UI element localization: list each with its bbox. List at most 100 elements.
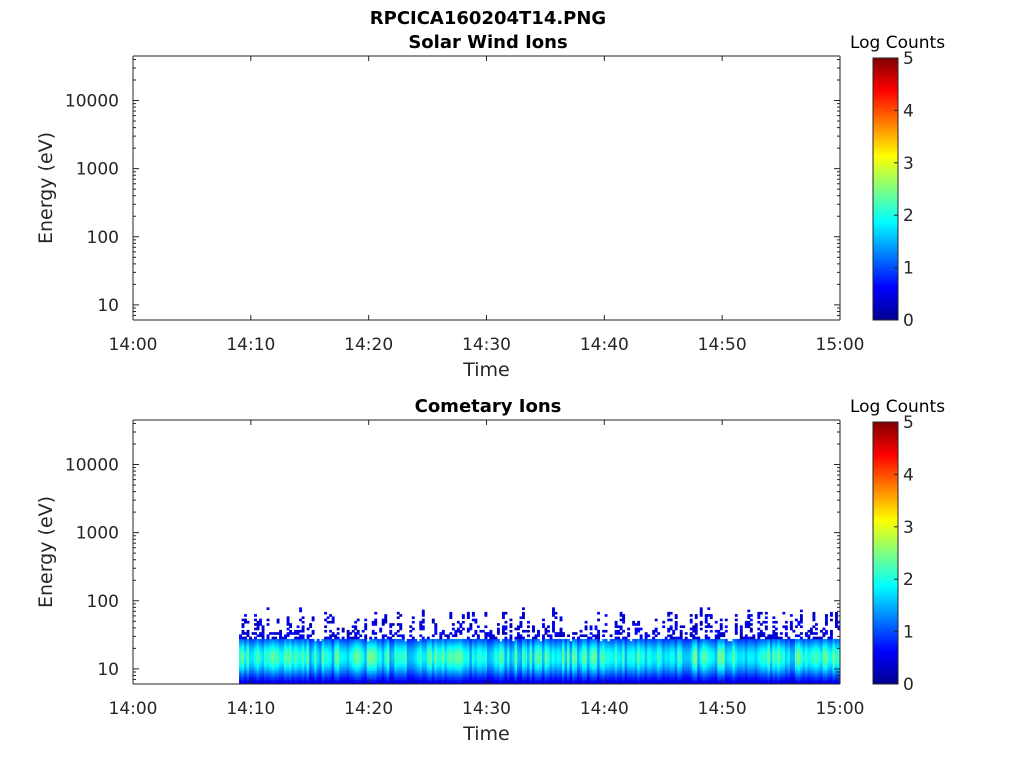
heatmap-cell [419,650,423,653]
heatmap-cell [759,645,763,649]
heatmap-cell [381,641,385,644]
heatmap-cell [627,668,631,671]
heatmap-cell [719,679,723,683]
heatmap-cell [684,663,688,667]
heatmap-cell [419,663,423,667]
heatmap-cell [379,665,383,669]
heatmap-cell [537,643,540,647]
heatmap-cell [737,677,741,680]
heatmap-cell [692,634,696,638]
heatmap-cell [479,641,483,644]
heatmap-cell [687,650,691,653]
heatmap-cell [404,652,408,656]
heatmap-cell [336,677,340,680]
heatmap-cell [461,647,465,651]
heatmap-cell [559,654,563,658]
heatmap-cell [306,647,310,651]
heatmap-cell [652,652,656,656]
heatmap-cell [547,629,550,633]
heatmap-cell [532,625,535,629]
heatmap-cell [584,638,588,642]
heatmap-cell [356,650,360,653]
heatmap-cell [614,636,618,640]
heatmap-cell [644,656,648,660]
heatmap-cell [659,654,663,658]
heatmap-cell [496,652,500,656]
heatmap-cell [544,661,548,665]
heatmap-cell [331,661,335,665]
heatmap-cell [604,623,608,626]
heatmap-cell [499,677,503,680]
heatmap-cell [574,681,578,685]
heatmap-cell [416,659,420,662]
heatmap-cell [469,654,473,658]
heatmap-cell [549,661,553,665]
heatmap-cell [476,641,480,644]
heatmap-cell [514,674,518,678]
heatmap-cell [537,629,540,633]
heatmap-cell [662,620,666,624]
heatmap-cell [684,656,688,660]
heatmap-cell [704,629,708,633]
heatmap-cell [564,647,568,651]
heatmap-cell [532,677,535,680]
heatmap-cell [622,656,626,660]
heatmap-cell [484,638,488,642]
heatmap-cell [659,643,663,647]
heatmap-cell [244,638,247,642]
heatmap-cell [637,627,641,631]
heatmap-cell [617,668,621,671]
heatmap-cell [441,665,445,669]
heatmap-cell [554,665,558,669]
heatmap-cell [674,670,678,674]
heatmap-cell [326,670,330,674]
heatmap-cell [712,668,716,671]
heatmap-cell [564,645,568,649]
heatmap-cell [699,650,703,653]
heatmap-cell [294,674,298,678]
heatmap-cell [381,681,385,685]
heatmap-cell [354,647,358,651]
heatmap-cell [341,681,345,685]
heatmap-cell [264,645,267,649]
heatmap-cell [446,641,450,644]
heatmap-cell [689,620,693,624]
heatmap-cell [451,645,455,649]
heatmap-cell [474,659,478,662]
heatmap-cell [677,672,681,676]
heatmap-cell [602,659,606,662]
heatmap-cell [692,661,696,665]
heatmap-cell [334,656,338,660]
heatmap-cell [456,661,460,665]
heatmap-cell [241,636,245,640]
heatmap-cell [552,652,555,656]
heatmap-cell [642,661,646,665]
heatmap-cell [519,668,523,671]
heatmap-cell [694,674,698,678]
heatmap-cell [301,643,305,647]
heatmap-cell [336,663,340,667]
heatmap-cell [309,661,313,665]
heatmap-cell [602,668,606,671]
heatmap-cell [346,643,350,647]
heatmap-cell [269,652,272,656]
heatmap-cell [674,674,678,678]
heatmap-cell [321,654,325,658]
heatmap-cell [732,672,736,676]
heatmap-cell [594,654,598,658]
heatmap-cell [692,659,696,662]
heatmap-cell [609,668,613,671]
heatmap-cell [361,672,365,676]
heatmap-cell [744,647,748,651]
heatmap-cell [506,638,510,642]
heatmap-cell [424,670,428,674]
heatmap-cell [684,679,688,683]
heatmap-cell [516,674,520,678]
heatmap-cell [259,679,262,683]
heatmap-cell [769,652,773,656]
heatmap-cell [767,670,771,674]
heatmap-cell [489,663,493,667]
heatmap-cell [592,659,596,662]
heatmap-cell [589,627,593,631]
heatmap-cell [274,652,278,656]
